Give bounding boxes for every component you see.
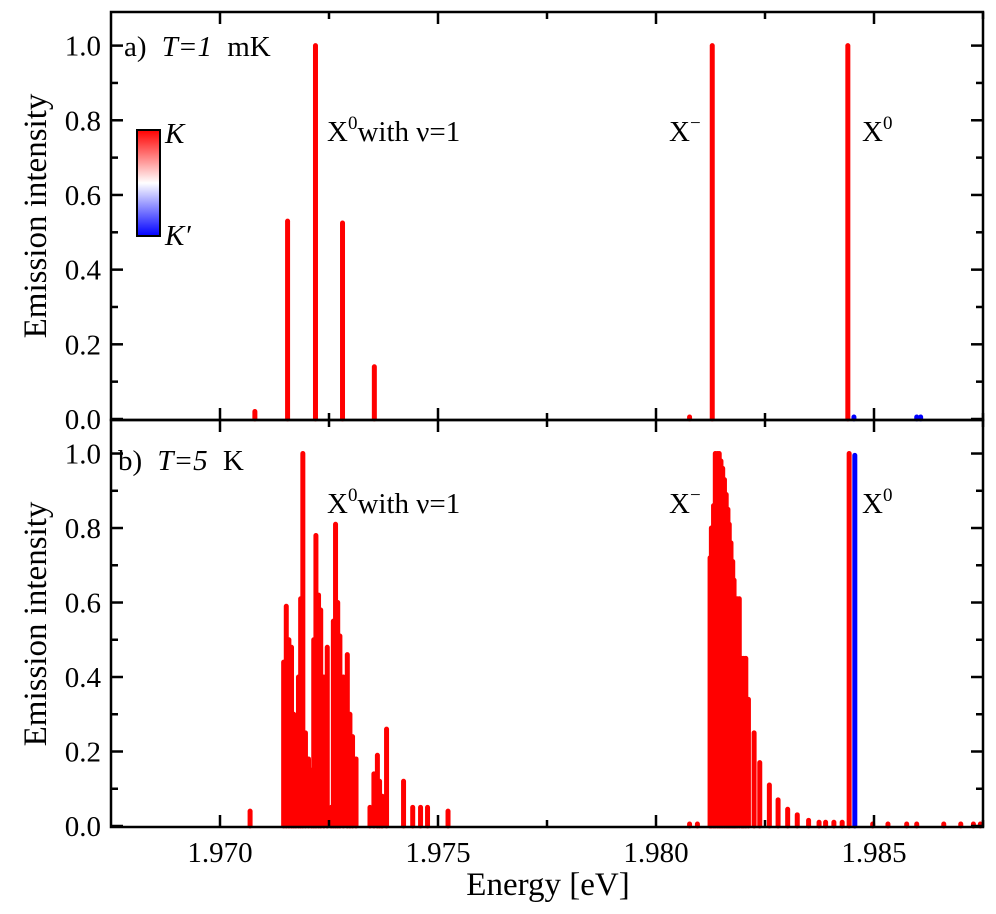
panel-a-temperature: T=1	[162, 31, 212, 63]
x-tick-label: 1.975	[405, 837, 470, 869]
panel-a-bars	[252, 43, 924, 422]
annotation-sup: −	[690, 113, 701, 134]
y-tick-label: 0.6	[65, 588, 101, 620]
y-tick-label: 0.0	[65, 404, 101, 436]
annotation-x0-with-nu1: X0with ν=1	[327, 485, 460, 520]
y-tick-label: 0.2	[65, 329, 101, 361]
annotation-x-minus: X−	[669, 485, 701, 520]
y-tick-label: 0.0	[65, 811, 101, 843]
panel-b-bars	[247, 451, 983, 829]
panel-b-y-axis-title: Emission intensity	[18, 501, 54, 746]
panel-b-unit: K	[223, 445, 244, 477]
panel-a-frame	[109, 10, 985, 422]
colorbar-gradient	[136, 129, 161, 237]
panel-b-frame	[109, 418, 985, 829]
panel-b: 0.0 0.2 0.4 0.6 0.8 1.0 1.970 1.975 1.980 1.985 b…	[18, 418, 985, 903]
annotation-base: X	[862, 116, 883, 148]
panel-a-unit: mK	[227, 31, 271, 63]
y-tick-label: 0.6	[65, 180, 101, 212]
colorbar-label-k: K	[164, 118, 186, 150]
y-tick-label: 0.4	[65, 662, 102, 694]
x-tick-label: 1.980	[623, 837, 688, 869]
annotation-sup: 0	[348, 485, 358, 506]
valley-colorbar: K K′	[136, 118, 191, 252]
annotation-x0: X0	[862, 113, 892, 148]
x-tick-label: 1.985	[841, 837, 906, 869]
annotation-rest: with ν=1	[357, 488, 460, 520]
annotation-base: X	[862, 488, 883, 520]
panel-b-label: b)	[118, 445, 142, 477]
y-tick-label: 0.8	[65, 105, 101, 137]
annotation-sup: −	[690, 485, 701, 506]
panel-b-title: b) T=5 K	[118, 445, 244, 477]
annotation-base: X	[327, 488, 348, 520]
panel-a-ticks: 0.0 0.2 0.4 0.6 0.8 1.0	[65, 12, 985, 436]
y-tick-label: 1.0	[65, 31, 101, 63]
y-tick-label: 0.4	[65, 255, 102, 287]
panel-a: 0.00.20.40.60.81.0 a) T=1 mK X0with ν=1 …	[18, 10, 985, 436]
annotation-sup: 0	[348, 113, 358, 134]
annotation-base: X	[669, 488, 690, 520]
annotation-base: X	[327, 116, 348, 148]
panel-a-title: a) T=1 mK	[124, 31, 271, 63]
annotation-x0-with-nu1: X0with ν=1	[327, 113, 460, 148]
panel-a-y-axis-title: Emission intensity	[18, 93, 54, 338]
annotation-sup: 0	[883, 485, 893, 506]
annotation-sup: 0	[883, 113, 893, 134]
panel-a-label: a)	[124, 31, 147, 63]
panel-b-ticks: 0.0 0.2 0.4 0.6 0.8 1.0 1.970 1.975 1.980 1.985	[65, 420, 985, 869]
panel-b-temperature: T=5	[157, 445, 207, 477]
annotation-x-minus: X−	[669, 113, 701, 148]
y-tick-label: 1.0	[65, 439, 101, 471]
x-axis-title: Energy [eV]	[466, 867, 629, 903]
y-tick-label: 0.8	[65, 513, 101, 545]
annotation-rest: with ν=1	[357, 116, 460, 148]
annotation-x0: X0	[862, 485, 892, 520]
colorbar-label-k-prime: K′	[164, 220, 191, 252]
y-tick-label: 0.2	[65, 737, 101, 769]
x-tick-label: 1.970	[187, 837, 252, 869]
annotation-base: X	[669, 116, 690, 148]
